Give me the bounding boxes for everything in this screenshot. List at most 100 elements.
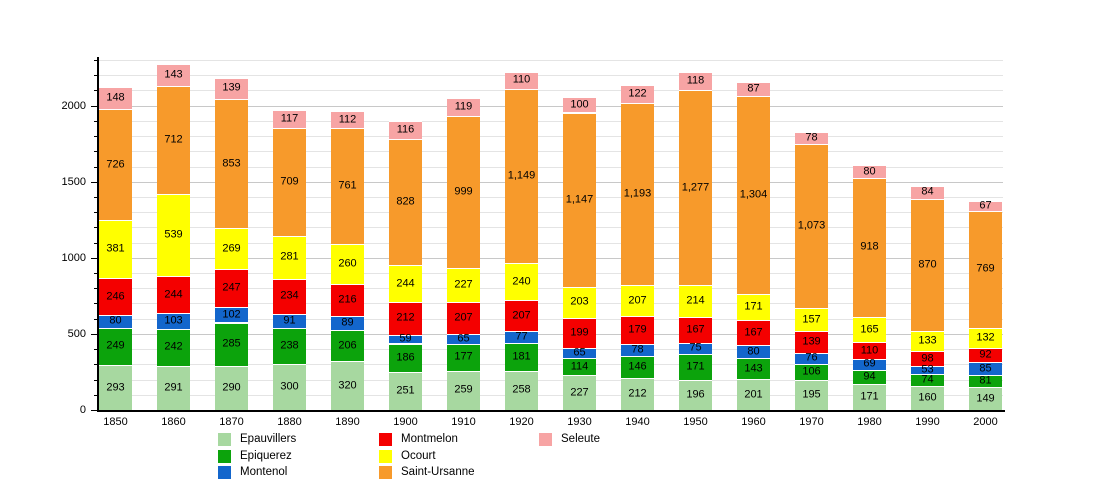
segment-value-label: 148: [106, 91, 125, 104]
segment-value-label: 122: [628, 87, 647, 100]
bar-segment-seleute: [969, 200, 1002, 211]
segment-value-label: 1,149: [507, 169, 536, 182]
bar-segment-montenol: [795, 352, 828, 365]
y-axis-tick: [94, 227, 98, 229]
segment-value-label: 167: [744, 326, 763, 339]
bar-segment-saint-ursanne: [853, 177, 886, 318]
bar-segment-epiquerez: [215, 322, 248, 366]
segment-value-label: 143: [744, 362, 763, 375]
bar-segment-montmelon: [969, 348, 1002, 363]
segment-value-label: 80: [109, 314, 122, 327]
segment-value-label: 94: [863, 370, 876, 383]
bar-segment-epiquerez: [911, 374, 944, 386]
segment-value-label: 69: [863, 357, 876, 370]
bar-segment-montenol: [447, 333, 480, 344]
segment-value-label: 238: [280, 339, 299, 352]
gridline: [98, 318, 1003, 320]
segment-value-label: 106: [802, 365, 821, 378]
bar-segment-montmelon: [215, 269, 248, 307]
segment-value-label: 100: [570, 98, 589, 111]
segment-value-label: 300: [280, 380, 299, 393]
segment-value-label: 214: [686, 294, 705, 307]
bar-segment-saint-ursanne: [505, 88, 538, 264]
gridline: [98, 364, 1003, 366]
y-axis-tick: [94, 242, 98, 244]
y-axis-tick: [94, 196, 98, 198]
bar-segment-seleute: [157, 63, 190, 86]
segment-value-label: 539: [164, 228, 183, 241]
bar-segment-ocourt: [215, 228, 248, 270]
bar-segment-saint-ursanne: [447, 115, 480, 268]
bar-segment-montmelon: [853, 342, 886, 360]
bar-segment-seleute: [389, 121, 422, 140]
bar-segment-montmelon: [911, 351, 944, 367]
segment-value-label: 149: [976, 392, 995, 405]
segment-value-label: 165: [860, 323, 879, 336]
bar-segment-montenol: [389, 334, 422, 344]
x-axis-tick-label: 1970: [799, 416, 824, 428]
segment-value-label: 80: [863, 165, 876, 178]
bar-segment-saint-ursanne: [273, 128, 306, 236]
y-axis-tick: [94, 136, 98, 138]
bar-segment-saint-ursanne: [215, 98, 248, 229]
bar-segment-epiquerez: [795, 364, 828, 381]
bar-segment-epauvillers: [157, 365, 190, 410]
bar-segment-saint-ursanne: [969, 210, 1002, 328]
bar-segment-montmelon: [273, 278, 306, 315]
legend-label-montmelon: Montmelon: [401, 433, 458, 445]
bar-segment-seleute: [795, 132, 828, 145]
segment-value-label: 67: [979, 199, 992, 212]
segment-value-label: 110: [860, 344, 879, 357]
y-axis-tick: [91, 105, 98, 107]
bar-segment-epiquerez: [563, 358, 596, 376]
bar-segment-montmelon: [621, 316, 654, 344]
y-axis-tick: [94, 273, 98, 275]
segment-value-label: 132: [976, 331, 995, 344]
segment-value-label: 828: [396, 195, 415, 208]
bar-segment-montenol: [505, 331, 538, 344]
bar-segment-ocourt: [969, 327, 1002, 349]
segment-value-label: 999: [454, 185, 473, 198]
y-axis-tick-label: 0: [79, 404, 86, 416]
segment-value-label: 102: [222, 308, 241, 321]
segment-value-label: 186: [396, 351, 415, 364]
y-axis-tick: [94, 379, 98, 381]
segment-value-label: 76: [805, 351, 818, 364]
bar-segment-montmelon: [389, 302, 422, 335]
bar-segment-ocourt: [795, 307, 828, 332]
bar-segment-seleute: [911, 186, 944, 199]
segment-value-label: 119: [454, 100, 473, 113]
y-axis-tick: [94, 151, 98, 153]
bar-segment-epiquerez: [389, 343, 422, 372]
y-axis-tick-label: 500: [67, 327, 86, 340]
segment-value-label: 78: [631, 343, 644, 356]
bar-segment-montenol: [99, 315, 132, 328]
bar-segment-epauvillers: [99, 365, 132, 410]
segment-value-label: 146: [628, 360, 647, 373]
y-axis-tick: [94, 120, 98, 122]
bar-segment-epiquerez: [447, 343, 480, 371]
legend-swatch-montenol: [218, 466, 231, 479]
segment-value-label: 195: [802, 388, 821, 401]
bar-segment-epauvillers: [621, 377, 654, 410]
bar-segment-montmelon: [331, 283, 364, 317]
bar-segment-ocourt: [157, 194, 190, 277]
bar-segment-montenol: [621, 343, 654, 356]
segment-value-label: 1,193: [623, 187, 652, 200]
bar-segment-epiquerez: [273, 328, 306, 365]
x-axis-tick-label: 1850: [103, 416, 128, 428]
segment-value-label: 133: [918, 334, 937, 347]
segment-value-label: 260: [338, 257, 357, 270]
segment-value-label: 78: [805, 131, 818, 144]
gridline: [98, 333, 1003, 335]
x-axis-tick-label: 1870: [219, 416, 244, 428]
bar-segment-montmelon: [679, 317, 712, 343]
bar-segment-montenol: [157, 313, 190, 329]
bar-segment-saint-ursanne: [679, 90, 712, 285]
segment-value-label: 65: [573, 346, 586, 359]
y-axis: [97, 57, 99, 412]
x-axis-tick-label: 1910: [451, 416, 476, 428]
x-axis-tick-label: 1940: [625, 416, 650, 428]
segment-value-label: 227: [570, 386, 589, 399]
